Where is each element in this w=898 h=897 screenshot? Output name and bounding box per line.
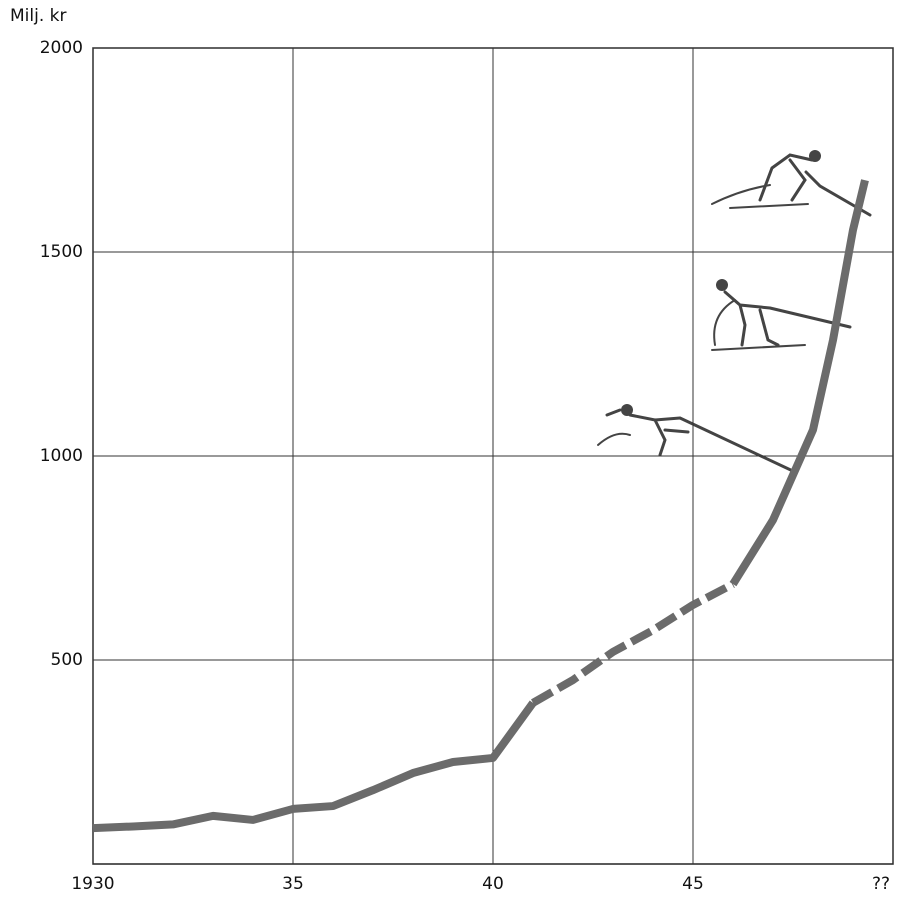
y-tick-label: 500 — [51, 650, 83, 670]
x-tick-label: 45 — [682, 874, 704, 893]
skier — [712, 150, 870, 215]
x-tick-label: 35 — [282, 874, 304, 893]
y-axis-label: Milj. kr — [10, 6, 66, 26]
y-tick-label: 1500 — [40, 242, 83, 262]
y-tick-label: 1000 — [40, 446, 83, 466]
y-tick-label: 2000 — [40, 38, 83, 58]
chart: Milj. kr 500 1000 1500 2000 1930 35 40 45?? — [0, 0, 898, 893]
skier — [598, 404, 795, 472]
x-tick-label: ?? — [872, 874, 890, 893]
data-line — [533, 584, 733, 703]
data-line — [733, 180, 865, 584]
x-tick-label: 40 — [482, 874, 504, 893]
data-line — [93, 703, 533, 828]
x-tick-label: 1930 — [71, 874, 114, 893]
skier-illustrations — [598, 150, 870, 472]
